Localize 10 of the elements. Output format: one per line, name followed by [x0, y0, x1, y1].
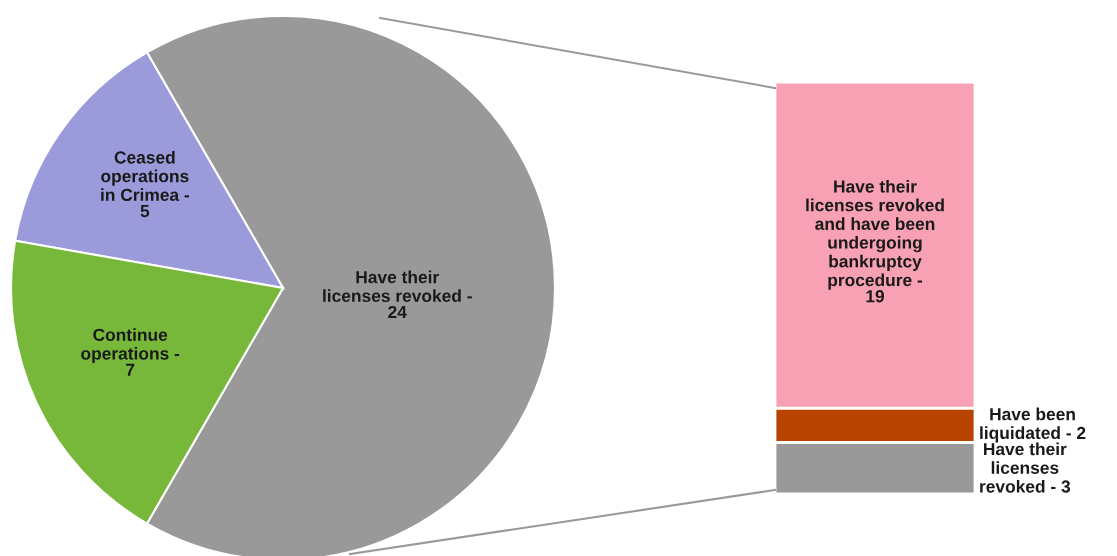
series-label: Have been liquidated - 2	[980, 407, 1086, 443]
data-label: 7	[126, 363, 135, 376]
series-label: Have their licenses revoked - 3	[980, 442, 1071, 493]
data-label: 19	[866, 290, 885, 303]
series-label: Have their licenses revoked and have been undergoing bankruptcy procedure -	[806, 179, 944, 290]
slice-label: Continue operations -	[81, 328, 180, 364]
data-label: 24	[388, 305, 407, 319]
slice-label: Have their licenses revoked -	[323, 270, 472, 303]
data-label: 5	[140, 205, 150, 218]
slice-label: Ceased operations in Crimea -	[101, 150, 190, 202]
